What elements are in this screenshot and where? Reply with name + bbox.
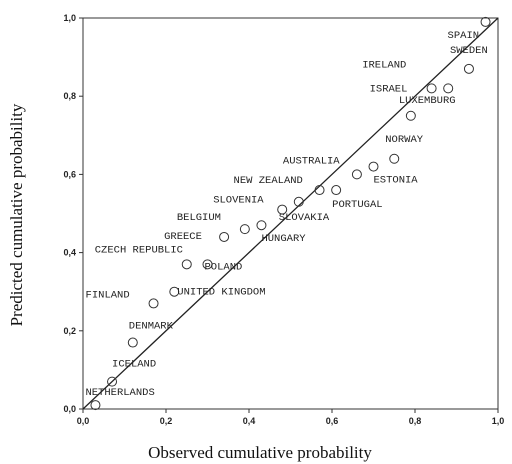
data-point xyxy=(107,376,118,387)
point-label: ISRAEL xyxy=(370,83,408,95)
y-axis-ticks: 0,0 0,2 0,4 0,6 0,8 1,0 xyxy=(63,13,83,414)
point-label: SLOVENIA xyxy=(213,195,264,207)
data-point xyxy=(277,204,288,215)
data-point xyxy=(256,220,267,231)
x-tick-label: 0,2 xyxy=(160,416,173,426)
y-axis-title: Predicted cumulative probability xyxy=(7,103,26,326)
point-label: DENMARK xyxy=(129,321,174,333)
data-point xyxy=(368,161,379,172)
x-axis-ticks: 0,0 0,2 0,4 0,6 0,8 1,0 xyxy=(77,409,505,426)
point-label: NORWAY xyxy=(385,134,424,146)
y-tick-label: 0,4 xyxy=(63,248,76,258)
data-point xyxy=(293,196,304,207)
data-point xyxy=(219,231,230,242)
point-label: NEW ZEALAND xyxy=(234,175,303,187)
data-point xyxy=(480,16,491,27)
point-label: HUNGARY xyxy=(261,233,306,245)
point-label: IRELAND xyxy=(362,59,406,71)
data-point xyxy=(127,337,138,348)
y-tick-label: 0,0 xyxy=(63,404,76,414)
point-label: UNITED KINGDOM xyxy=(177,287,265,299)
data-point xyxy=(405,110,416,121)
point-label: FINLAND xyxy=(86,289,130,301)
point-label: SLOVAKIA xyxy=(279,212,330,224)
point-label: POLAND xyxy=(205,261,243,273)
reference-line xyxy=(82,17,499,410)
data-point xyxy=(331,185,342,196)
point-label: SPAIN xyxy=(448,30,480,42)
y-tick-label: 1,0 xyxy=(63,13,76,23)
data-point xyxy=(90,400,101,411)
data-point xyxy=(389,153,400,164)
point-label: ESTONIA xyxy=(374,175,419,187)
data-point xyxy=(443,83,454,94)
y-tick-label: 0,6 xyxy=(63,169,76,179)
data-point xyxy=(239,224,250,235)
x-tick-label: 0,6 xyxy=(326,416,339,426)
data-point xyxy=(463,63,474,74)
point-label: ICELAND xyxy=(112,359,156,371)
point-label: NETHERLANDS xyxy=(85,387,154,399)
point-label: AUSTRALIA xyxy=(283,155,340,167)
point-label: CZECH REPUBLIC xyxy=(95,244,183,256)
x-tick-label: 1,0 xyxy=(492,416,505,426)
x-axis-title: Observed cumulative probability xyxy=(148,443,372,462)
data-point xyxy=(426,83,437,94)
y-tick-label: 0,2 xyxy=(63,326,76,336)
data-point xyxy=(351,169,362,180)
point-label: PORTUGAL xyxy=(332,199,382,211)
point-label: LUXEMBURG xyxy=(399,95,456,107)
data-point xyxy=(314,185,325,196)
data-points xyxy=(90,16,491,411)
x-tick-label: 0,0 xyxy=(77,416,90,426)
x-tick-label: 0,4 xyxy=(243,416,256,426)
data-point xyxy=(148,298,159,309)
data-point xyxy=(202,259,213,270)
point-label: SWEDEN xyxy=(450,45,488,57)
point-label: GREECE xyxy=(164,231,202,243)
y-tick-label: 0,8 xyxy=(63,91,76,101)
x-tick-label: 0,8 xyxy=(409,416,422,426)
data-point xyxy=(181,259,192,270)
point-label: BELGIUM xyxy=(177,212,221,224)
point-labels: NETHERLANDS ICELAND DENMARK FINLAND UNITED K… xyxy=(85,30,487,399)
plot-frame xyxy=(82,17,499,410)
data-point xyxy=(169,286,180,297)
